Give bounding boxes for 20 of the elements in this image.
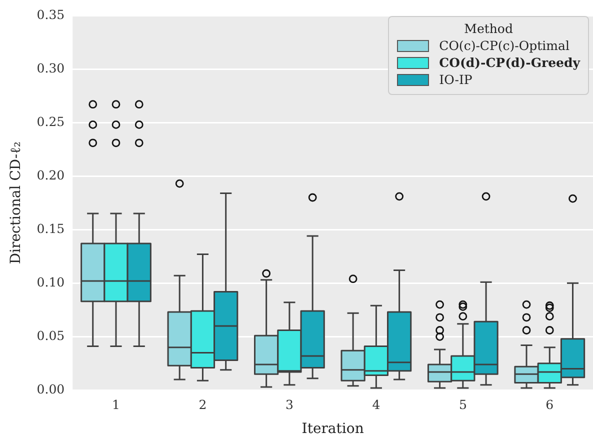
y-tick-label: 0.20 — [36, 167, 65, 182]
y-tick-label: 0.15 — [36, 220, 65, 236]
y-tick-label: 0.35 — [36, 6, 65, 22]
legend-label: CO(d)-CP(d)-Greedy — [439, 55, 580, 70]
y-tick-label: 0.00 — [36, 381, 65, 396]
y-tick-label: 0.25 — [36, 114, 65, 129]
y-tick-label: 0.10 — [36, 274, 65, 290]
x-tick-label: 5 — [458, 396, 467, 412]
x-tick-label: 6 — [546, 396, 554, 412]
x-tick-label: 3 — [285, 396, 294, 412]
legend-label: IO-IP — [439, 72, 472, 87]
y-tick-label: 0.05 — [36, 328, 65, 343]
x-tick-label: 4 — [372, 396, 380, 412]
legend-label: CO(c)-CP(c)-Optimal — [439, 38, 570, 53]
y-tick-label: 0.30 — [36, 60, 65, 76]
x-tick-label: 1 — [112, 396, 120, 412]
legend-title: Method — [463, 21, 514, 36]
x-axis-title: Iteration — [302, 421, 364, 438]
y-axis-title: Directional CD-ℓ₂ — [8, 142, 24, 264]
x-tick-label: 2 — [198, 396, 207, 412]
